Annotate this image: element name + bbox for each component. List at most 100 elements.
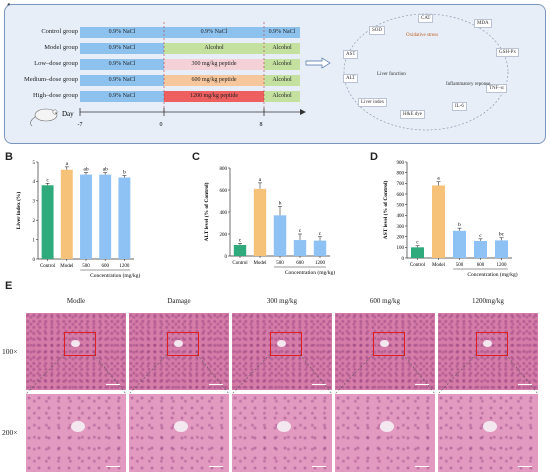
panel-label-d: D — [370, 151, 378, 163]
tick-0: 0 — [160, 122, 163, 128]
y-tick-label: 500 — [397, 203, 405, 208]
tick-minus7: -7 — [78, 122, 83, 128]
panel-label-e: E — [5, 280, 13, 292]
treatment-high-dose-mid: 1200 mg/kg peptide — [164, 91, 264, 102]
significance-letter: ab — [103, 167, 108, 173]
histology-column-title: 1200mg/kg — [472, 297, 504, 305]
magnification-label: 200× — [2, 428, 18, 437]
scale-bar — [312, 384, 326, 385]
x-tick-label: 500 — [456, 263, 464, 268]
significance-letter: b — [279, 201, 282, 207]
y-tick-label: 5 — [33, 161, 36, 166]
cat-label: CAT — [418, 14, 434, 23]
mouse-icon — [30, 108, 58, 127]
treatment-control-mid: 0.9% NaCl — [164, 27, 264, 38]
indicator-circle — [343, 13, 509, 131]
tick-8: 8 — [260, 122, 263, 128]
scale-bar — [518, 466, 532, 467]
y-tick-label: 900 — [397, 161, 405, 166]
significance-letter: c — [46, 177, 49, 183]
bar — [313, 240, 327, 256]
group-label-low-dose: Low–dose group — [34, 60, 78, 67]
scale-bar — [415, 384, 429, 385]
histology-image — [335, 313, 435, 390]
bar — [99, 174, 112, 259]
histology-image — [129, 313, 229, 390]
x-tick-label: Model — [253, 261, 267, 266]
significance-letter: b — [458, 222, 461, 228]
bar — [293, 240, 307, 256]
y-tick-label: 400 — [397, 214, 405, 219]
y-axis-label: AST level (% of Control) — [382, 180, 389, 239]
alt-level-chart: 0 200 400 600 800 ALT level (% of Control) c Co… — [203, 167, 335, 276]
x-tick-label: Model — [432, 263, 446, 268]
x-tick-label: Control — [232, 261, 248, 266]
vessel-lumen — [277, 421, 291, 433]
bar — [41, 185, 54, 259]
vessel-lumen — [71, 339, 80, 348]
x-tick-label: 600 — [101, 264, 109, 269]
ast-label: AST — [343, 50, 359, 59]
y-axis-label: ALT level (% of Control) — [203, 182, 210, 241]
liver-function-label: Liver function — [377, 72, 406, 77]
significance-letter: a — [437, 176, 440, 182]
group-label-medium-dose: Medium–dose group — [24, 76, 78, 83]
treatment-medium-dose-pre: 0.9% NaCl — [80, 75, 164, 86]
vessel-lumen — [380, 339, 389, 348]
scale-bar — [518, 384, 532, 385]
significance-letter: bc — [499, 232, 505, 238]
treatment-high-dose-pre: 0.9% NaCl — [80, 91, 164, 102]
significance-letter: ab — [83, 167, 88, 173]
y-tick-label: 800 — [220, 167, 228, 172]
x-axis-label: Concentration (mg/kg) — [90, 272, 140, 279]
x-axis-label: Concentration (mg/kg) — [467, 271, 517, 278]
vessel-lumen — [174, 339, 183, 348]
vessel-lumen — [277, 339, 286, 348]
y-tick-label: 600 — [397, 193, 405, 198]
bar — [80, 174, 92, 259]
mda-label: MDA — [474, 19, 492, 28]
group-label-control: Control group — [41, 28, 78, 35]
y-tick-label: 1 — [33, 238, 36, 243]
treatment-control-post: 0.9% NaCl — [264, 27, 300, 38]
bar — [253, 188, 267, 256]
x-tick-label: Control — [40, 264, 56, 269]
liver-index-chart: 0 1 2 3 4 5 Liver index (%) c Control a Model ab 500… — [15, 161, 140, 279]
x-tick-label: Control — [410, 263, 426, 268]
x-tick-label: 600 — [477, 263, 485, 268]
treatment-model-pre: 0.9% NaCl — [80, 43, 164, 54]
significance-letter: c — [299, 228, 302, 234]
zoom-region-box — [270, 332, 302, 357]
flow-arrow-icon — [305, 57, 331, 69]
vessel-lumen — [483, 339, 492, 348]
panel-label-b: B — [5, 151, 13, 163]
sod-label: SOD — [369, 26, 386, 35]
histology-image — [335, 394, 435, 472]
histology-image — [438, 313, 538, 390]
significance-letter: c — [239, 237, 242, 243]
zoom-region-box — [476, 332, 508, 357]
y-tick-label: 600 — [220, 189, 228, 194]
scale-bar — [106, 466, 120, 467]
x-tick-label: Model — [60, 264, 74, 269]
y-axis-label: Liver index (%) — [15, 192, 22, 230]
treatment-medium-dose-mid: 600 mg/kg peptide — [164, 75, 264, 86]
x-tick-label: 1200 — [315, 261, 326, 266]
bar — [233, 245, 247, 256]
significance-letter: b — [123, 170, 126, 176]
panel-label-c: C — [192, 151, 200, 163]
bar — [273, 215, 287, 256]
bar — [494, 240, 509, 258]
vessel-lumen — [483, 421, 497, 433]
alt-label: ALT — [343, 74, 359, 83]
histology-image — [232, 313, 332, 390]
magnification-label: 100× — [2, 346, 18, 356]
x-tick-label: 1200 — [497, 263, 508, 268]
bar — [410, 247, 425, 258]
x-tick-label: 500 — [82, 264, 90, 269]
significance-letter: c — [319, 231, 322, 237]
y-tick-label: 200 — [220, 233, 228, 238]
scale-bar — [209, 384, 223, 385]
x-tick-label: 500 — [276, 261, 284, 266]
zoom-region-box — [373, 332, 405, 357]
